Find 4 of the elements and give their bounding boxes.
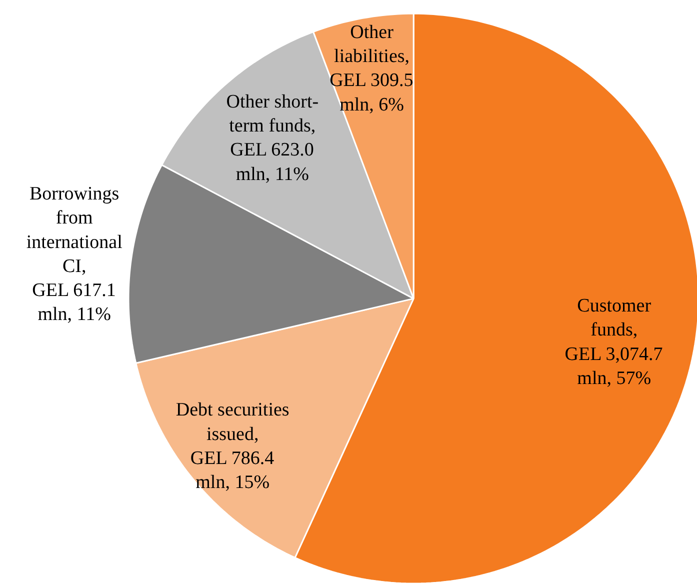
- slice-label: Customer funds, GEL 3,074.7 mln, 57%: [564, 295, 663, 389]
- slice-label: Other short-term funds, GEL 623.0 mln, 11%: [226, 91, 319, 185]
- slice-label: Borrowings from international CI, GEL 617.1 mln, 11%: [26, 183, 122, 326]
- slice-label: Debt securities issued, GEL 786.4 mln, 15%: [176, 400, 290, 494]
